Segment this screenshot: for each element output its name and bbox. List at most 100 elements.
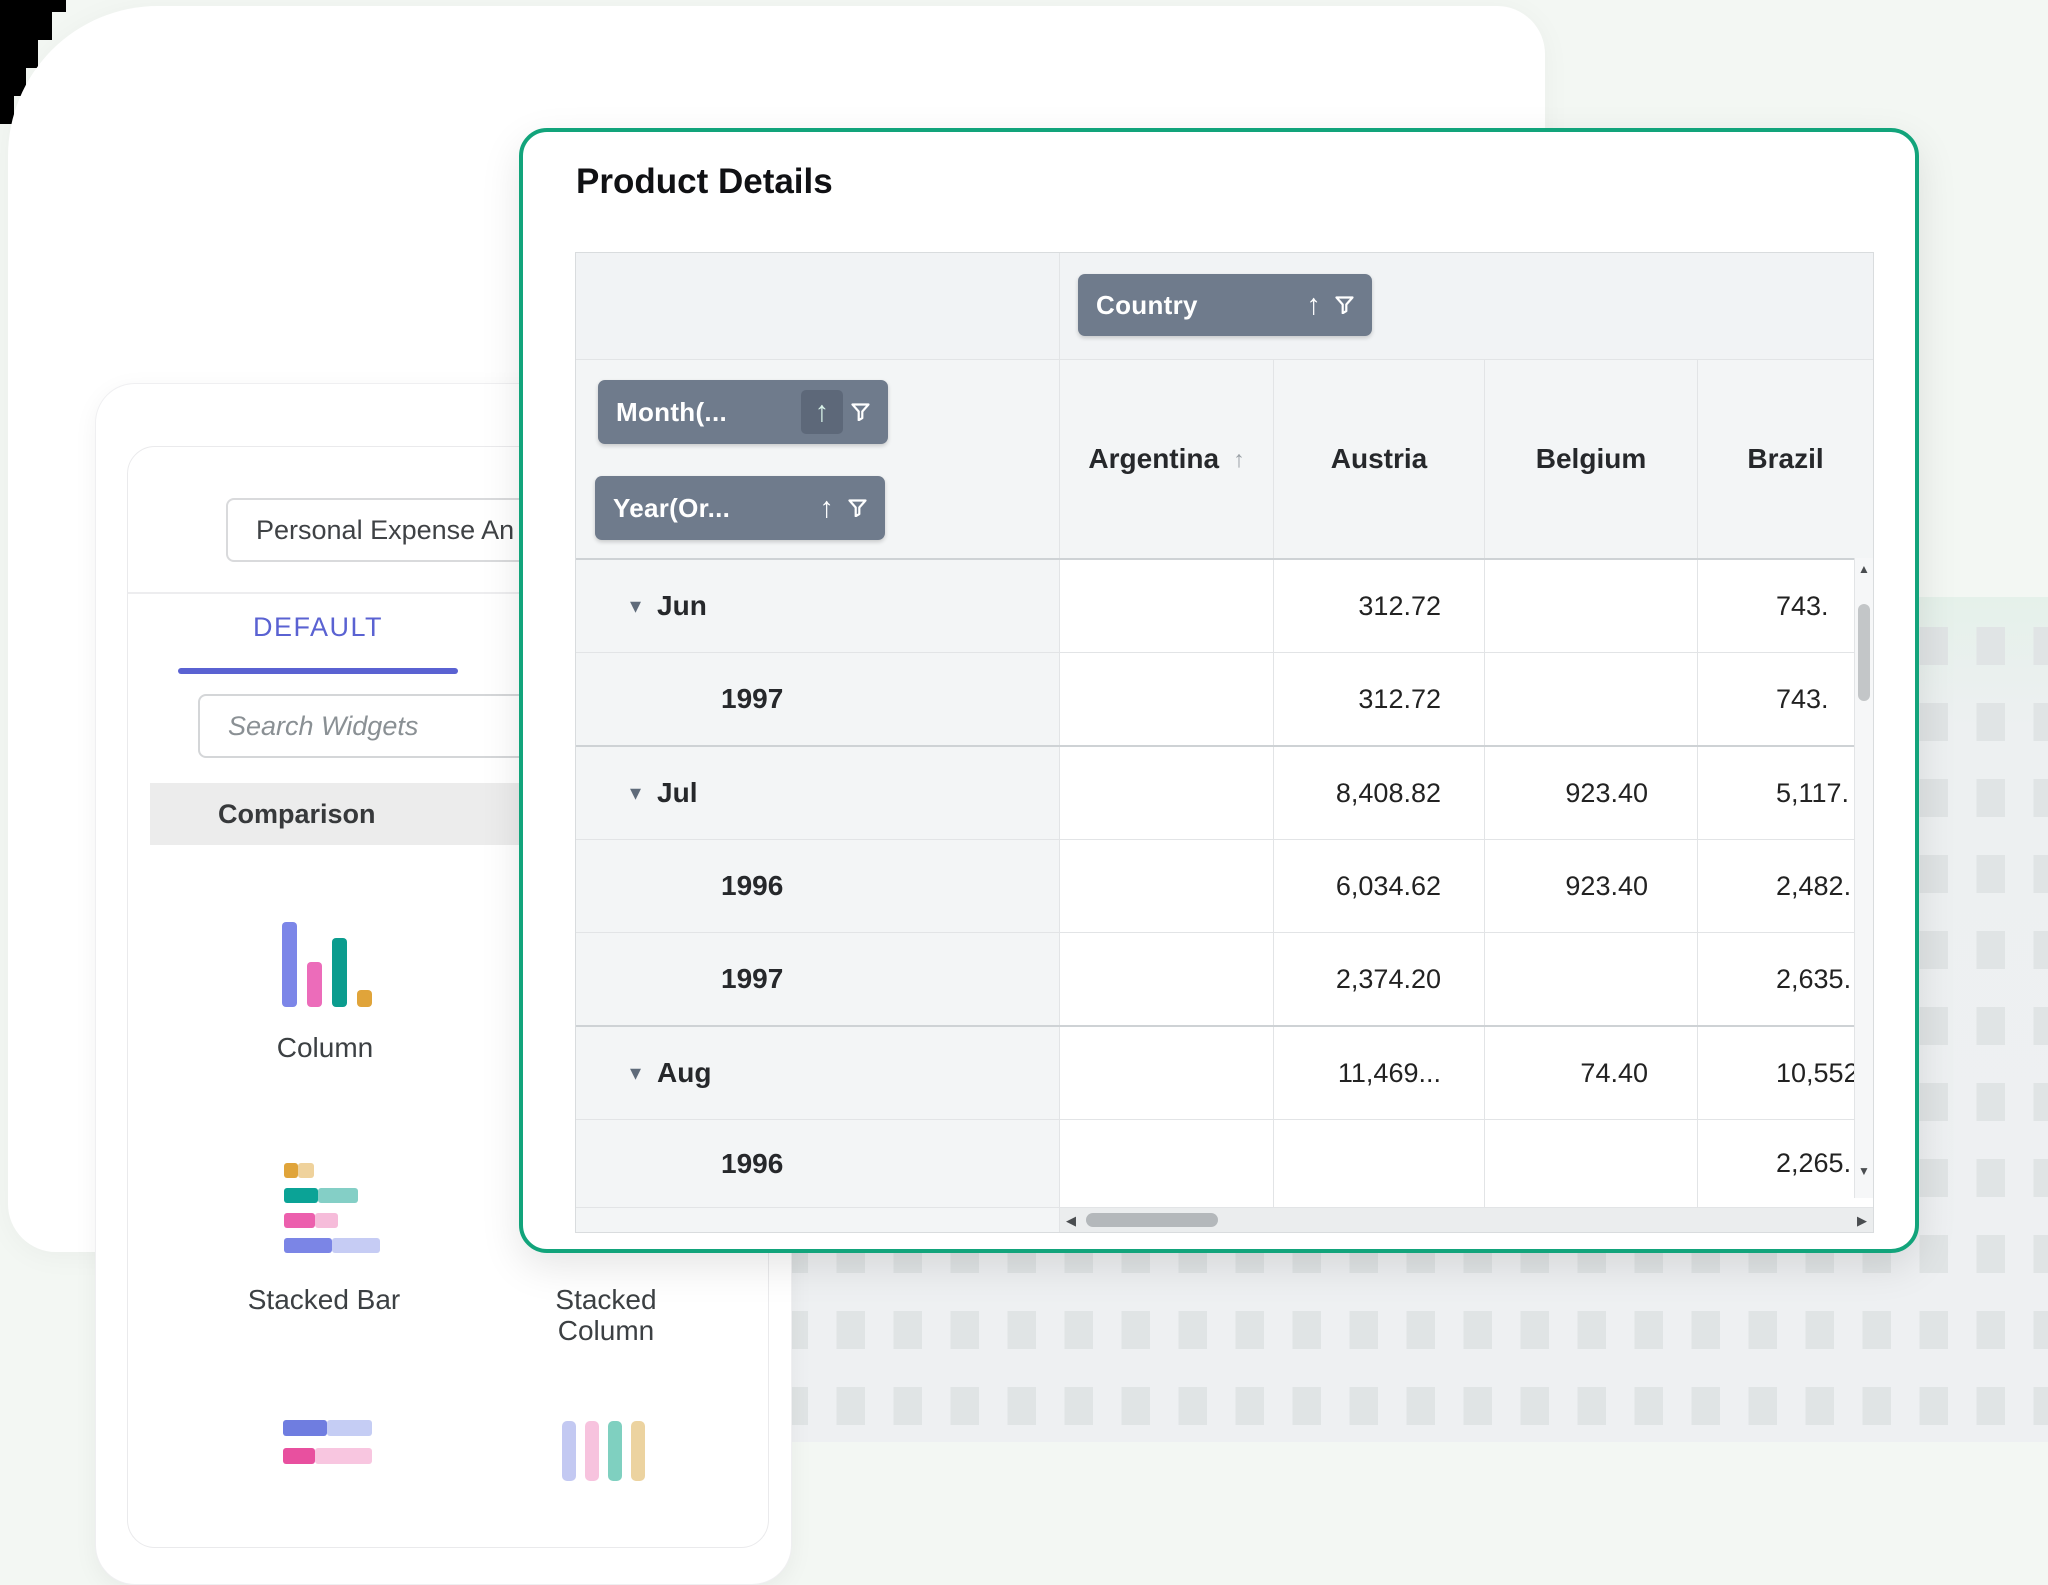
row-year-header: 1996	[576, 840, 1060, 932]
pivot-cell: 2,265.	[1776, 1148, 1852, 1178]
collapse-icon[interactable]: ▾	[630, 593, 642, 618]
row-label: Jul	[657, 777, 698, 808]
pivot-cell: 8,408.82	[1274, 747, 1485, 839]
pivot-row-1996: 1996 2,265.	[576, 1119, 1873, 1207]
bar-pink	[307, 962, 322, 1007]
filter-icon[interactable]	[848, 499, 867, 517]
stacked-bar-chart-icon[interactable]	[284, 1163, 380, 1253]
pivot-cell	[1060, 653, 1274, 745]
horizontal-scroll-thumb[interactable]	[1086, 1213, 1218, 1227]
pivot-cell: 11,469...	[1274, 1027, 1485, 1119]
horizontal-scroll-row: ◀ ▶	[576, 1207, 1873, 1232]
filter-icon[interactable]	[1335, 296, 1354, 314]
field-button-label: Year(Or...	[613, 492, 731, 523]
tab-active-underline	[178, 668, 458, 674]
pivot-table: Country ↑ Month(... ↑	[575, 252, 1874, 1233]
scroll-right-icon[interactable]: ▶	[1857, 1212, 1867, 1228]
scroll-left-icon[interactable]: ◀	[1066, 1212, 1076, 1228]
pivot-rows: ▾ Jun 312.72 743. 1997 312.72 743. ▾ Jul 8,408.82…	[576, 560, 1873, 1207]
row-label: 1996	[721, 870, 784, 901]
row-year-header: 1997	[576, 653, 1060, 745]
pivot-widget-card: Product Details Country ↑ Month(...	[519, 128, 1919, 1253]
pivot-cell: 923.40	[1485, 840, 1698, 932]
row-label: 1996	[721, 1147, 784, 1179]
row-year-header: 1997	[576, 933, 1060, 1025]
pivot-row-1997: 1997 312.72 743.	[576, 652, 1873, 745]
field-button-month[interactable]: Month(... ↑	[598, 380, 888, 444]
bar-orange	[357, 990, 372, 1007]
pivot-cell: 2,482.	[1776, 870, 1852, 901]
bar-row	[283, 1448, 372, 1464]
pivot-cell	[1485, 1120, 1698, 1207]
field-button-country[interactable]: Country ↑	[1078, 274, 1372, 336]
pivot-cell	[1060, 560, 1274, 652]
bar-chart-icon-partial[interactable]	[283, 1420, 372, 1464]
column-chart-icon[interactable]	[282, 920, 372, 1007]
bar-light-pink	[585, 1421, 599, 1481]
sort-active-box[interactable]: ↑	[801, 390, 843, 434]
tab-default[interactable]: DEFAULT	[253, 612, 384, 642]
scroll-up-icon[interactable]: ▲	[1858, 562, 1870, 576]
collapse-icon[interactable]: ▾	[630, 780, 642, 805]
stacked-bar-row	[284, 1238, 380, 1253]
stacked-bar-row	[284, 1163, 380, 1178]
row-year-header: 1996	[576, 1120, 1060, 1207]
column-header-belgium[interactable]: Belgium	[1485, 360, 1698, 558]
pivot-title: Product Details	[576, 162, 833, 201]
column-header-brazil[interactable]: Brazil	[1747, 443, 1824, 474]
column-header-argentina[interactable]: Argentina ↑	[1060, 360, 1274, 558]
row-group-header[interactable]: ▾ Jul	[576, 747, 1060, 839]
field-button-label: Country	[1096, 289, 1198, 320]
pivot-row-jul: ▾ Jul 8,408.82 923.40 5,117.	[576, 745, 1873, 839]
sort-asc-icon[interactable]: ↑	[1306, 288, 1322, 321]
pivot-column-field-area: Country ↑	[1060, 253, 1873, 359]
search-widgets-input[interactable]	[198, 694, 530, 758]
stacked-column-chart-icon-partial[interactable]	[562, 1421, 645, 1481]
pivot-column-headers: Argentina ↑ Austria Belgium Brazil	[1060, 360, 1873, 558]
pivot-cell: 923.40	[1485, 747, 1698, 839]
pivot-cell: 2,374.20	[1274, 933, 1485, 1025]
row-label: Jun	[657, 590, 707, 621]
row-group-header[interactable]: ▾ Jun	[576, 560, 1060, 652]
pivot-cell	[1060, 747, 1274, 839]
field-button-year[interactable]: Year(Or... ↑	[595, 476, 885, 540]
dashboard-title-input[interactable]	[226, 498, 548, 562]
vertical-scroll-thumb[interactable]	[1858, 604, 1870, 701]
bar-light-teal	[608, 1421, 622, 1481]
pivot-cell: 6,034.62	[1274, 840, 1485, 932]
pivot-cell	[1060, 840, 1274, 932]
pivot-row-fields-cell: Month(... ↑ Year(Or... ↑	[576, 360, 1060, 558]
pivot-cell: 743.	[1776, 590, 1829, 621]
row-label: Aug	[657, 1057, 712, 1088]
pivot-cell	[1485, 653, 1698, 745]
pivot-row-jun: ▾ Jun 312.72 743.	[576, 560, 1873, 652]
filter-icon[interactable]	[851, 403, 870, 421]
stacked-bar-row	[284, 1213, 380, 1228]
panel-divider	[128, 592, 768, 594]
pivot-row-1997: 1997 2,374.20 2,635.	[576, 932, 1873, 1025]
pivot-cell: 74.40	[1485, 1027, 1698, 1119]
pivot-corner-cell	[576, 253, 1060, 359]
collapse-icon[interactable]: ▾	[630, 1060, 642, 1085]
bar-indigo	[282, 922, 297, 1007]
horizontal-scrollbar[interactable]: ◀ ▶	[1060, 1208, 1873, 1232]
pivot-cell: 312.72	[1274, 560, 1485, 652]
column-header-austria[interactable]: Austria	[1274, 360, 1485, 558]
sort-asc-icon[interactable]: ↑	[819, 491, 835, 524]
pivot-cell	[1060, 1120, 1274, 1207]
vertical-scrollbar[interactable]: ▲ ▼	[1854, 558, 1873, 1198]
sort-asc-icon: ↑	[814, 395, 830, 428]
widget-label-stacked-bar[interactable]: Stacked Bar	[247, 1284, 401, 1315]
pivot-cell	[1060, 933, 1274, 1025]
pivot-cell	[1485, 933, 1698, 1025]
row-label: 1997	[721, 683, 784, 714]
widget-label-stacked-column[interactable]: Stacked Column	[555, 1284, 657, 1346]
pivot-cell: 743.	[1776, 683, 1829, 714]
field-button-label: Month(...	[616, 396, 727, 427]
scroll-down-icon[interactable]: ▼	[1858, 1164, 1870, 1178]
pivot-cell	[1485, 560, 1698, 652]
pivot-header-band-fields: Month(... ↑ Year(Or... ↑	[576, 359, 1873, 560]
pivot-cell	[1274, 1120, 1485, 1207]
widget-label-column[interactable]: Column	[276, 1032, 374, 1063]
row-group-header[interactable]: ▾ Aug	[576, 1027, 1060, 1119]
